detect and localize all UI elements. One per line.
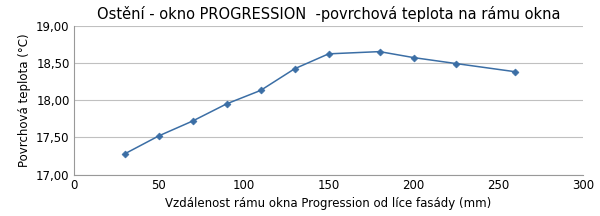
X-axis label: Vzdálenost rámu okna Progression od líce fasády (mm): Vzdálenost rámu okna Progression od líce… [166, 197, 492, 210]
Title: Ostění - okno PROGRESSION  -povrchová teplota na rámu okna: Ostění - okno PROGRESSION -povrchová tep… [97, 6, 560, 22]
Y-axis label: Povrchová teplota (°C): Povrchová teplota (°C) [17, 33, 31, 167]
